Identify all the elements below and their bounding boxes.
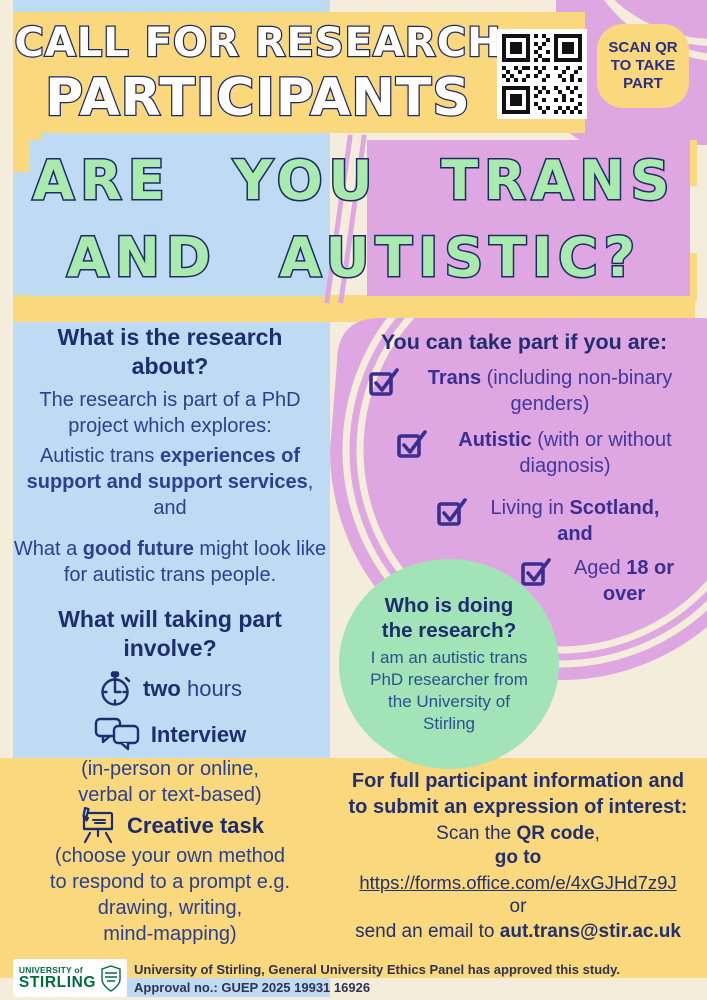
interview-note: (in-person or online, verbal or text-bas… — [35, 756, 305, 808]
scan-qr-line3: PART — [623, 75, 663, 93]
university-shield-icon — [101, 964, 121, 992]
hero-line1: ARE YOU TRANS — [31, 148, 676, 214]
researcher-heading: Who is doing the research? — [381, 593, 517, 643]
checkbox-checked-icon — [437, 498, 467, 526]
chat-bubbles-icon — [94, 717, 140, 751]
ethics-approval-text: University of Stirling, General Universi… — [134, 961, 704, 997]
poster-main-question: ARE YOU TRANS AND AUTISTIC? — [20, 142, 688, 296]
duration-bold: two — [142, 676, 181, 701]
contact-link-line: https://forms.office.com/e/4xGJHd7z9J — [337, 872, 699, 894]
researcher-body: I am an autistic trans PhD researcher fr… — [370, 647, 528, 734]
elig-bold: 18 or over — [602, 557, 675, 605]
about-paragraph-1: The research is part of a PhD project wh… — [39, 389, 301, 437]
eligibility-item-age: Aged 18 or over — [520, 555, 690, 607]
contact-goto: go to — [494, 847, 542, 868]
section-heading-involve: What will taking part involve? — [58, 606, 282, 662]
about-p3-plain: might look like for autistic trans peopl… — [63, 538, 327, 586]
elig-rest: (including non-binary genders) — [481, 367, 673, 415]
elig-pre: Aged — [573, 557, 627, 579]
eligibility-item-autistic: Autistic (with or without diagnosis) — [396, 427, 696, 479]
involve-duration-text: two hours — [143, 676, 242, 702]
elig-rest: (with or without diagnosis) — [519, 429, 672, 477]
forms-link[interactable]: https://forms.office.com/e/4xGJHd7z9J — [359, 872, 677, 893]
scan-qr-line1: SCAN QR — [608, 38, 678, 56]
eligibility-item-text: Aged 18 or over — [558, 555, 690, 607]
eligibility-item-text: Trans (including non-binary genders) — [406, 365, 694, 417]
scan-post: , — [594, 823, 600, 844]
ethics-line1: University of Stirling, General Universi… — [134, 962, 620, 977]
interview-note-line: verbal or text-based) — [78, 784, 262, 806]
checkbox-checked-icon — [397, 430, 427, 458]
contact-email-line: send an email to aut.trans@stir.ac.uk — [337, 921, 699, 943]
header-banner — [13, 12, 585, 133]
hero-line2: AND AUTISTIC? — [65, 225, 642, 291]
scan-qr-callout: SCAN QR TO TAKE PART — [597, 24, 689, 108]
about-p2-plain: Autistic trans — [39, 445, 160, 467]
logo-line2: STIRLING — [18, 974, 97, 991]
creative-note-line: (choose your own method — [54, 845, 286, 867]
about-p2-plain: , and — [153, 471, 314, 519]
hero-blue-panel — [30, 140, 326, 296]
contact-section: For full participant information and to … — [337, 768, 699, 943]
about-p3-bold: good future — [82, 538, 194, 560]
eligibility-item-text: Autistic (with or without diagnosis) — [434, 427, 696, 479]
elig-bold: Trans — [427, 367, 482, 389]
involve-interview-label: Interview — [150, 722, 247, 747]
email-address: aut.trans@stir.ac.uk — [499, 921, 681, 942]
eligibility-item-trans: Trans (including non-binary genders) — [368, 365, 694, 417]
contact-heading: For full participant information and to … — [337, 768, 699, 820]
header-line1: CALL FOR RESEARCH — [13, 19, 502, 68]
elig-bold: Scotland, and — [557, 497, 660, 545]
creative-note-line: drawing, writing, — [97, 897, 243, 919]
involve-item-creative: Creative task — [20, 806, 320, 846]
scan-qr-line2: TO TAKE — [610, 56, 676, 74]
poster-header-title: CALL FOR RESEARCH PARTICIPANTS — [13, 19, 503, 130]
checkbox-checked-icon — [521, 558, 551, 586]
easel-icon — [82, 806, 114, 844]
qr-code-icon — [500, 32, 584, 116]
header-line2: PARTICIPANTS — [44, 67, 471, 130]
about-paragraph-2: Autistic trans experiences of support an… — [12, 443, 328, 521]
creative-note: (choose your own method to respond to a … — [20, 843, 320, 947]
ethics-line2: Approval no.: GUEP 2025 19931 16926 — [134, 980, 371, 996]
section-heading-about: What is the research about? — [57, 324, 283, 380]
contact-heading-line: For full participant information and — [351, 770, 685, 792]
email-pre: send an email to — [355, 921, 500, 942]
university-logo: UNIVERSITY of STIRLING — [13, 959, 127, 997]
interview-note-line: (in-person or online, — [81, 758, 259, 780]
about-p2-bold: experiences of support and support servi… — [26, 445, 308, 493]
scan-pre: Scan the — [436, 823, 517, 844]
hero-pink-panel — [367, 140, 690, 296]
elig-pre: Living in — [490, 497, 570, 519]
creative-note-line: to respond to a prompt e.g. — [49, 871, 291, 893]
university-logo-text: UNIVERSITY of STIRLING — [18, 964, 97, 991]
bottom-yellow-band — [0, 758, 707, 978]
involve-item-duration: two hours — [20, 670, 320, 708]
involve-creative-label: Creative task — [127, 813, 264, 838]
section-heading-eligibility: You can take part if you are: — [380, 330, 668, 354]
eligibility-item-scotland: Living in Scotland, and — [436, 495, 676, 547]
contact-scan-line: Scan the QR code, — [337, 823, 699, 845]
contact-or: or — [509, 896, 527, 917]
contact-heading-line: to submit an expression of interest: — [348, 796, 688, 818]
elig-bold: Autistic — [458, 429, 532, 451]
about-p3-plain: What a — [13, 538, 83, 560]
stopwatch-icon — [101, 671, 131, 706]
creative-note-line: mind-mapping) — [103, 923, 237, 945]
scan-bold: QR code — [516, 823, 595, 844]
eligibility-item-text: Living in Scotland, and — [474, 495, 676, 547]
duration-plain: hours — [180, 676, 243, 701]
checkbox-checked-icon — [369, 368, 399, 396]
qr-code-box — [497, 29, 587, 119]
about-paragraph-3: What a good future might look like for a… — [12, 536, 328, 588]
logo-line1: UNIVERSITY of — [18, 964, 83, 975]
researcher-circle: Who is doing the research? I am an autis… — [339, 559, 559, 769]
frame-bottom-bar — [13, 295, 695, 322]
involve-item-interview: Interview — [20, 715, 320, 755]
